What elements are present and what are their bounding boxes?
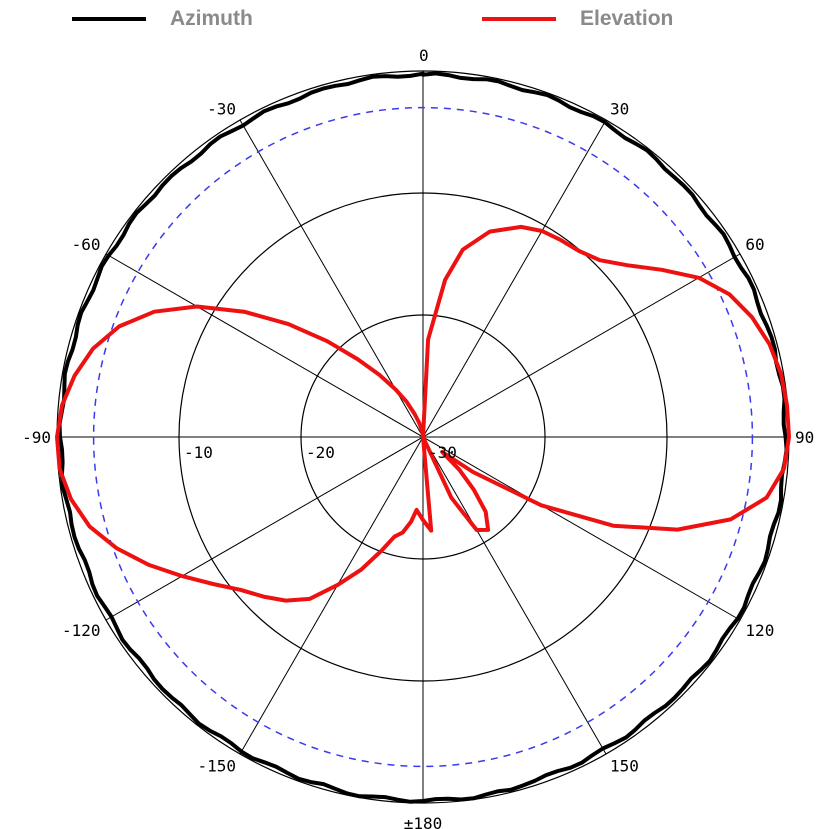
legend-swatch-elevation (482, 17, 556, 21)
series-group (55, 71, 791, 804)
angle-tick-label: 150 (610, 756, 639, 775)
legend-item-elevation: Elevation (482, 4, 673, 34)
reference-circle-group (92, 106, 754, 768)
angle-tick-label: -120 (62, 621, 101, 640)
angle-tick-label: -30 (207, 100, 236, 119)
series-line-azimuth (57, 71, 789, 804)
radial-tick-label: -10 (184, 443, 213, 462)
angle-tick-label: 90 (795, 428, 814, 447)
legend: Azimuth Elevation (0, 0, 818, 44)
radial-tick-labels: -10 -20 -30 (184, 443, 457, 462)
angle-tick-label: 60 (745, 235, 764, 254)
reference-circle (92, 106, 754, 768)
angle-tick-label: ±180 (404, 814, 443, 829)
series-line-elevation (55, 224, 791, 603)
legend-label-elevation: Elevation (580, 7, 674, 30)
legend-label-azimuth: Azimuth (170, 7, 253, 30)
angle-tick-label: 0 (419, 46, 429, 65)
angle-tick-label: -90 (22, 428, 51, 447)
radial-tick-label: -30 (428, 443, 457, 462)
angle-tick-label: -60 (72, 235, 101, 254)
angle-tick-labels: 0 30 60 90 120 150 ±180 -150 -120 -90 -60 -30 (22, 46, 814, 829)
radial-tick-label: -20 (306, 443, 335, 462)
angle-tick-label: 120 (745, 621, 774, 640)
angle-tick-label: 30 (610, 100, 629, 119)
legend-item-azimuth: Azimuth (72, 4, 253, 34)
legend-swatch-azimuth (72, 17, 146, 21)
angle-tick-label: -150 (197, 756, 236, 775)
